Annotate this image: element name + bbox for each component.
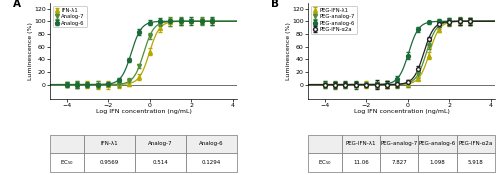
Legend: IFN-λ1, Analog-7, Analog-6: IFN-λ1, Analog-7, Analog-6	[52, 6, 86, 27]
X-axis label: Log IFN concentration (ng/mL): Log IFN concentration (ng/mL)	[354, 109, 450, 114]
X-axis label: Log IFN concentration (ng/mL): Log IFN concentration (ng/mL)	[96, 109, 192, 114]
Y-axis label: Luminescence (%): Luminescence (%)	[286, 22, 290, 80]
Y-axis label: Luminescence (%): Luminescence (%)	[28, 22, 32, 80]
Text: B: B	[270, 0, 278, 9]
Legend: PEG-IFN-λ1, PEG-analog-7, PEG-analog-6, PEG-IFN-α2a: PEG-IFN-λ1, PEG-analog-7, PEG-analog-6, …	[310, 6, 356, 34]
Text: A: A	[12, 0, 20, 9]
